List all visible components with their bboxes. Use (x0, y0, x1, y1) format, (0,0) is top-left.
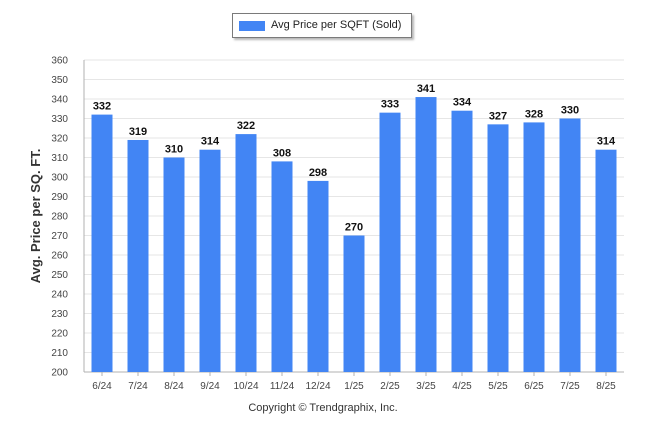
bar (127, 139, 149, 372)
x-tick-label: 7/24 (128, 381, 148, 392)
legend: Avg Price per SQFT (Sold) (232, 13, 412, 38)
x-tick-label: 7/25 (560, 381, 580, 392)
data-label: 327 (489, 110, 507, 122)
x-tick-label: 3/25 (416, 381, 436, 392)
y-tick-label: 250 (51, 270, 68, 281)
bar (271, 161, 293, 372)
bar (379, 112, 401, 373)
data-label: 328 (525, 108, 543, 120)
y-tick-label: 290 (51, 192, 68, 203)
y-tick-label: 240 (51, 290, 68, 301)
y-tick-label: 220 (51, 329, 68, 340)
bar (595, 149, 617, 372)
data-label: 298 (309, 167, 327, 179)
data-label: 314 (597, 136, 616, 148)
x-tick-label: 6/24 (92, 381, 112, 392)
x-tick-label: 12/24 (305, 381, 330, 392)
data-label: 334 (453, 97, 472, 109)
y-tick-label: 260 (51, 251, 68, 262)
y-tick-label: 310 (51, 153, 68, 164)
x-tick-label: 8/25 (596, 381, 616, 392)
copyright-footer: Copyright © Trendgraphix, Inc. (248, 402, 398, 414)
y-tick-label: 230 (51, 309, 68, 320)
y-tick-label: 330 (51, 114, 68, 125)
data-label: 322 (237, 120, 255, 132)
y-axis-title: Avg. Price per SQ. FT. (28, 149, 43, 284)
bar (415, 97, 437, 373)
x-tick-label: 10/24 (233, 381, 258, 392)
y-tick-label: 200 (51, 368, 68, 379)
data-label: 333 (381, 99, 399, 111)
y-tick-label: 340 (51, 95, 68, 106)
y-tick-label: 280 (51, 212, 68, 223)
x-tick-label: 5/25 (488, 381, 508, 392)
bar (559, 118, 581, 372)
x-tick-label: 8/24 (164, 381, 184, 392)
bar (487, 124, 509, 372)
data-label: 332 (93, 101, 111, 113)
y-tick-label: 210 (51, 348, 68, 359)
x-tick-label: 4/25 (452, 381, 472, 392)
data-label: 330 (561, 105, 579, 117)
legend-swatch (239, 21, 265, 31)
y-tick-label: 360 (51, 56, 68, 67)
x-tick-label: 9/24 (200, 381, 220, 392)
data-label: 310 (165, 144, 183, 156)
y-tick-label: 350 (51, 75, 68, 86)
y-tick-label: 300 (51, 173, 68, 184)
y-tick-label: 320 (51, 134, 68, 145)
data-label: 341 (417, 83, 435, 95)
bar (199, 149, 221, 372)
bar (343, 235, 365, 372)
data-label: 308 (273, 147, 291, 159)
bar (163, 157, 185, 372)
bar (523, 122, 545, 373)
data-label: 270 (345, 222, 363, 234)
data-label: 319 (129, 126, 147, 138)
x-tick-label: 1/25 (344, 381, 364, 392)
x-tick-label: 11/24 (270, 381, 295, 392)
x-tick-label: 6/25 (524, 381, 544, 392)
y-tick-label: 270 (51, 231, 68, 242)
bar (91, 114, 113, 372)
bar (307, 180, 329, 372)
bar (235, 134, 257, 372)
data-label: 314 (201, 136, 220, 148)
x-tick-label: 2/25 (380, 381, 400, 392)
bar (451, 110, 473, 372)
legend-label: Avg Price per SQFT (Sold) (271, 19, 402, 31)
